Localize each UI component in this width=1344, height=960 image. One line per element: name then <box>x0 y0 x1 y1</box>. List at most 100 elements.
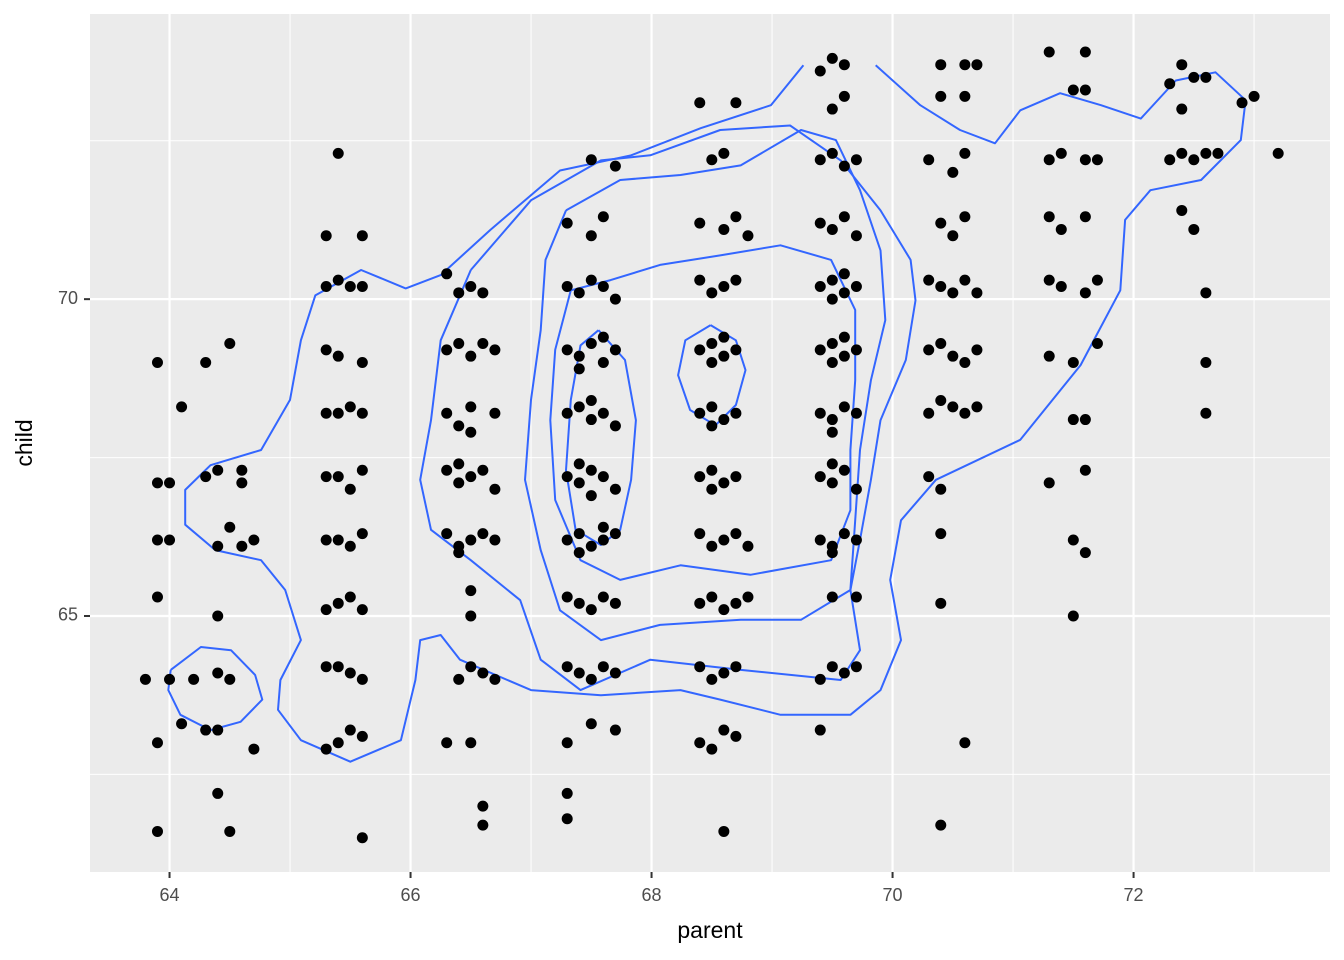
point <box>826 223 838 235</box>
point <box>477 528 489 540</box>
point <box>441 344 453 356</box>
point <box>224 338 236 350</box>
point <box>597 521 609 533</box>
point <box>585 230 597 242</box>
point <box>489 483 501 495</box>
point <box>320 407 332 419</box>
point <box>1212 147 1224 159</box>
point <box>1272 147 1284 159</box>
point <box>959 274 971 286</box>
point <box>561 534 573 546</box>
point <box>718 604 730 616</box>
y-tick-label: 65 <box>58 605 78 625</box>
point <box>573 477 585 489</box>
point <box>236 464 248 476</box>
point <box>850 534 862 546</box>
point <box>356 357 368 369</box>
point <box>1176 59 1188 71</box>
point <box>248 534 260 546</box>
point <box>850 280 862 292</box>
point <box>694 344 706 356</box>
point <box>477 800 489 812</box>
point <box>850 230 862 242</box>
point <box>923 407 935 419</box>
point <box>730 661 742 673</box>
point <box>561 407 573 419</box>
point <box>465 280 477 292</box>
point <box>573 287 585 299</box>
point <box>356 407 368 419</box>
point <box>332 147 344 159</box>
point <box>718 350 730 362</box>
point <box>477 464 489 476</box>
point <box>1043 211 1055 223</box>
point <box>706 743 718 755</box>
point <box>935 90 947 102</box>
point <box>573 401 585 413</box>
point <box>465 471 477 483</box>
point <box>212 667 224 679</box>
point <box>597 280 609 292</box>
point <box>947 230 959 242</box>
point <box>489 673 501 685</box>
point <box>1188 154 1200 166</box>
point <box>947 287 959 299</box>
point <box>814 724 826 736</box>
plot-panel <box>90 14 1330 872</box>
point <box>477 819 489 831</box>
point <box>826 357 838 369</box>
point <box>706 287 718 299</box>
point <box>935 59 947 71</box>
point <box>706 673 718 685</box>
point <box>344 280 356 292</box>
point <box>236 477 248 489</box>
point <box>164 673 176 685</box>
point <box>971 287 983 299</box>
point <box>1043 274 1055 286</box>
point <box>320 344 332 356</box>
point <box>1079 46 1091 58</box>
point <box>212 610 224 622</box>
point <box>814 344 826 356</box>
point <box>959 147 971 159</box>
point <box>826 426 838 438</box>
point <box>971 59 983 71</box>
point <box>597 407 609 419</box>
point <box>151 534 163 546</box>
point <box>573 667 585 679</box>
point <box>1164 78 1176 90</box>
point <box>212 787 224 799</box>
point <box>561 344 573 356</box>
point <box>706 154 718 166</box>
point <box>489 534 501 546</box>
point <box>441 268 453 280</box>
x-axis-title: parent <box>677 917 743 943</box>
point <box>573 547 585 559</box>
point <box>597 471 609 483</box>
point <box>838 287 850 299</box>
point <box>1200 71 1212 83</box>
point <box>730 407 742 419</box>
point <box>718 724 730 736</box>
point <box>694 528 706 540</box>
point <box>453 420 465 432</box>
point <box>814 673 826 685</box>
point <box>826 661 838 673</box>
point <box>694 737 706 749</box>
point <box>1079 414 1091 426</box>
point <box>959 59 971 71</box>
point <box>224 673 236 685</box>
point <box>935 597 947 609</box>
point <box>826 274 838 286</box>
point <box>332 597 344 609</box>
point <box>236 540 248 552</box>
point <box>1200 407 1212 419</box>
point <box>850 483 862 495</box>
point <box>1188 71 1200 83</box>
point <box>200 724 212 736</box>
point <box>200 357 212 369</box>
grid <box>90 14 1330 872</box>
point <box>320 743 332 755</box>
point <box>959 357 971 369</box>
point <box>730 344 742 356</box>
